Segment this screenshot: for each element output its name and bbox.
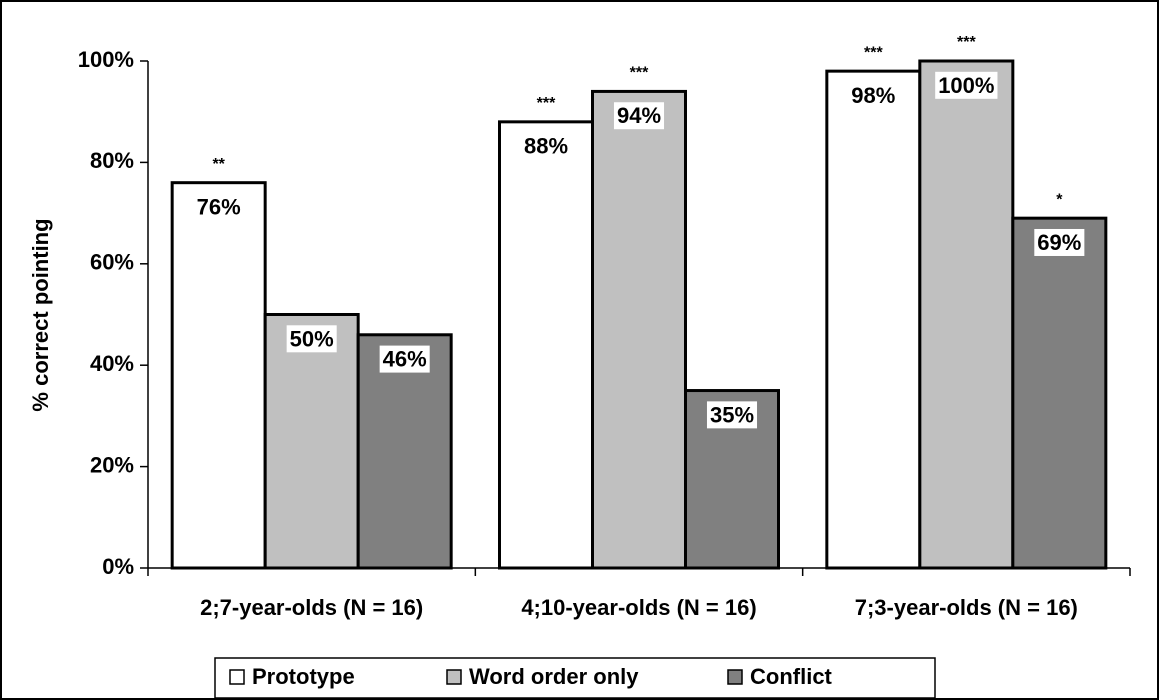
- y-tick-label: 60%: [90, 250, 134, 275]
- legend-swatch: [727, 669, 743, 685]
- value-label: 35%: [710, 402, 754, 427]
- y-tick-label: 80%: [90, 148, 134, 173]
- value-label-bg: [613, 102, 665, 130]
- bar: [170, 181, 267, 570]
- bar: [263, 313, 360, 570]
- x-tick-label: 7;3-year-olds (N = 16): [855, 595, 1078, 620]
- y-axis-label: % correct pointing: [28, 218, 53, 411]
- x-tick-label: 2;7-year-olds (N = 16): [200, 595, 423, 620]
- x-tick-label: 4;10-year-olds (N = 16): [521, 595, 756, 620]
- value-label: 98%: [851, 83, 895, 108]
- value-label-bg: [706, 401, 758, 429]
- value-label: 94%: [617, 103, 661, 128]
- bar: [918, 59, 1015, 570]
- legend-label: Word order only: [469, 664, 639, 689]
- significance: *: [1056, 191, 1063, 208]
- bar: [356, 333, 453, 570]
- bar: [498, 120, 594, 570]
- bar: [591, 89, 687, 570]
- y-tick-label: 20%: [90, 452, 134, 477]
- value-label: 69%: [1037, 230, 1081, 255]
- value-label: 46%: [383, 347, 427, 372]
- significance: ***: [864, 44, 883, 61]
- value-label-bg: [520, 132, 572, 160]
- value-label: 100%: [938, 73, 994, 98]
- significance: **: [212, 156, 225, 173]
- value-label-bg: [379, 345, 430, 373]
- value-label-bg: [848, 81, 899, 109]
- bar: [825, 69, 922, 570]
- value-label-bg: [935, 71, 998, 99]
- bar: [1011, 216, 1108, 570]
- value-label-bg: [193, 193, 244, 221]
- legend-box: [214, 657, 936, 699]
- y-tick-label: 100%: [78, 47, 134, 72]
- legend-swatch: [229, 669, 245, 685]
- y-tick-label: 40%: [90, 351, 134, 376]
- significance: ***: [630, 65, 649, 82]
- legend-swatch: [446, 669, 462, 685]
- value-label-bg: [1034, 228, 1085, 256]
- value-label: 76%: [197, 194, 241, 219]
- value-label-bg: [286, 325, 337, 353]
- legend-label: Conflict: [750, 664, 833, 689]
- value-label: 50%: [290, 326, 334, 351]
- value-label: 88%: [524, 134, 568, 159]
- significance: ***: [537, 95, 556, 112]
- significance: ***: [957, 34, 976, 51]
- legend-label: Prototype: [252, 664, 355, 689]
- y-tick-label: 0%: [102, 554, 134, 579]
